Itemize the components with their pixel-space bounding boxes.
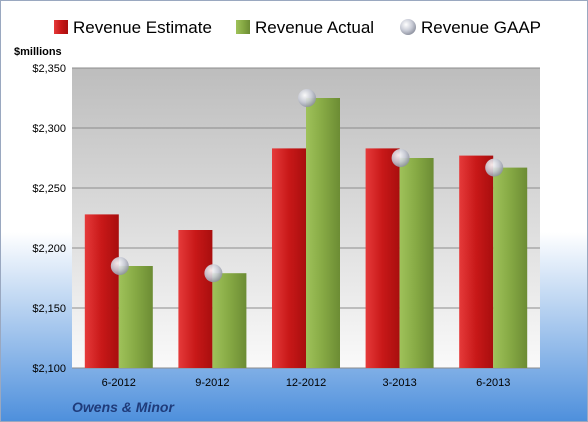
x-tick-label: 6-2012 — [102, 377, 136, 389]
estimate-bar — [272, 148, 306, 368]
estimate-bar — [365, 148, 400, 368]
gaap-marker — [110, 257, 129, 275]
y-axis-unit-label: $millions — [14, 46, 62, 58]
legend-marker-gaap — [400, 19, 416, 35]
y-tick-label: $2,100 — [32, 363, 66, 375]
estimate-bar — [178, 230, 213, 368]
x-tick-label: 6-2013 — [476, 377, 510, 389]
gaap-marker — [298, 89, 316, 107]
x-tick-label: 9-2012 — [195, 377, 229, 389]
actual-bar — [118, 266, 153, 368]
gaap-marker — [485, 158, 504, 177]
legend-swatch-estimate — [54, 20, 68, 34]
x-axis-ticks: 6-2012 9-2012 12-2012 3-2013 6-2013 — [102, 377, 511, 389]
bars — [84, 98, 528, 368]
legend-label-estimate: Revenue Estimate — [73, 18, 212, 37]
legend: Revenue Estimate Revenue Actual Revenue … — [54, 18, 541, 37]
y-tick-label: $2,200 — [32, 243, 66, 255]
y-tick-label: $2,350 — [32, 63, 66, 75]
legend-label-actual: Revenue Actual — [255, 18, 374, 37]
legend-swatch-actual — [236, 20, 250, 34]
legend-label-gaap: Revenue GAAP — [421, 18, 541, 37]
company-name: Owens & Minor — [72, 399, 175, 415]
x-tick-label: 3-2013 — [382, 377, 416, 389]
estimate-bar — [84, 214, 119, 368]
actual-bar — [212, 273, 247, 368]
actual-bar — [399, 158, 434, 368]
y-axis-ticks: $2,100 $2,150 $2,200 $2,250 $2,300 $2,350 — [32, 63, 66, 375]
estimate-bar — [459, 155, 494, 368]
gaap-marker — [204, 264, 223, 283]
gaap-marker — [391, 149, 410, 167]
y-tick-label: $2,300 — [32, 123, 66, 135]
x-tick-label: 12-2012 — [286, 377, 326, 389]
y-tick-label: $2,250 — [32, 183, 66, 195]
y-tick-label: $2,150 — [32, 303, 66, 315]
gaap-markers — [110, 89, 504, 283]
actual-bar — [493, 167, 528, 368]
actual-bar — [306, 98, 340, 368]
